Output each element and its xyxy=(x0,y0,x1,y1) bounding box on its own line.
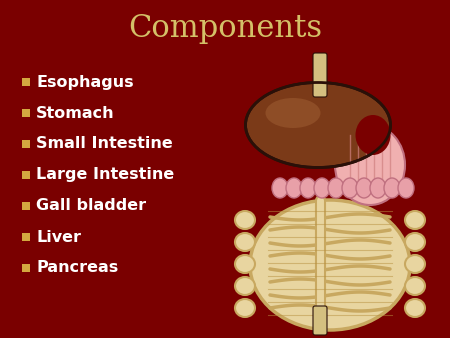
Ellipse shape xyxy=(356,178,372,198)
Ellipse shape xyxy=(235,299,255,317)
Text: Small Intestine: Small Intestine xyxy=(36,137,173,151)
FancyBboxPatch shape xyxy=(22,264,30,272)
Ellipse shape xyxy=(286,178,302,198)
Ellipse shape xyxy=(370,178,386,198)
FancyBboxPatch shape xyxy=(22,171,30,179)
Ellipse shape xyxy=(356,115,391,155)
FancyBboxPatch shape xyxy=(22,140,30,148)
Text: Stomach: Stomach xyxy=(36,105,115,121)
Text: Esophagus: Esophagus xyxy=(36,74,134,90)
Text: Gall bladder: Gall bladder xyxy=(36,198,146,214)
Ellipse shape xyxy=(405,233,425,251)
Text: Liver: Liver xyxy=(36,230,81,244)
Ellipse shape xyxy=(266,98,320,128)
FancyBboxPatch shape xyxy=(313,306,327,335)
Ellipse shape xyxy=(300,178,316,198)
Ellipse shape xyxy=(384,178,400,198)
Ellipse shape xyxy=(405,299,425,317)
Ellipse shape xyxy=(250,200,410,330)
Text: Pancreas: Pancreas xyxy=(36,261,118,275)
Ellipse shape xyxy=(405,255,425,273)
Ellipse shape xyxy=(342,178,358,198)
Ellipse shape xyxy=(272,178,288,198)
FancyBboxPatch shape xyxy=(22,233,30,241)
Ellipse shape xyxy=(314,178,330,198)
Ellipse shape xyxy=(405,277,425,295)
Ellipse shape xyxy=(235,277,255,295)
Ellipse shape xyxy=(335,125,405,205)
FancyBboxPatch shape xyxy=(22,202,30,210)
Ellipse shape xyxy=(328,178,344,198)
Ellipse shape xyxy=(398,178,414,198)
Ellipse shape xyxy=(235,233,255,251)
Ellipse shape xyxy=(235,255,255,273)
Ellipse shape xyxy=(405,211,425,229)
Text: Large Intestine: Large Intestine xyxy=(36,168,174,183)
FancyBboxPatch shape xyxy=(22,78,30,86)
FancyBboxPatch shape xyxy=(22,109,30,117)
Text: Components: Components xyxy=(128,13,322,44)
Ellipse shape xyxy=(235,211,255,229)
Ellipse shape xyxy=(246,82,391,168)
FancyBboxPatch shape xyxy=(313,53,327,97)
